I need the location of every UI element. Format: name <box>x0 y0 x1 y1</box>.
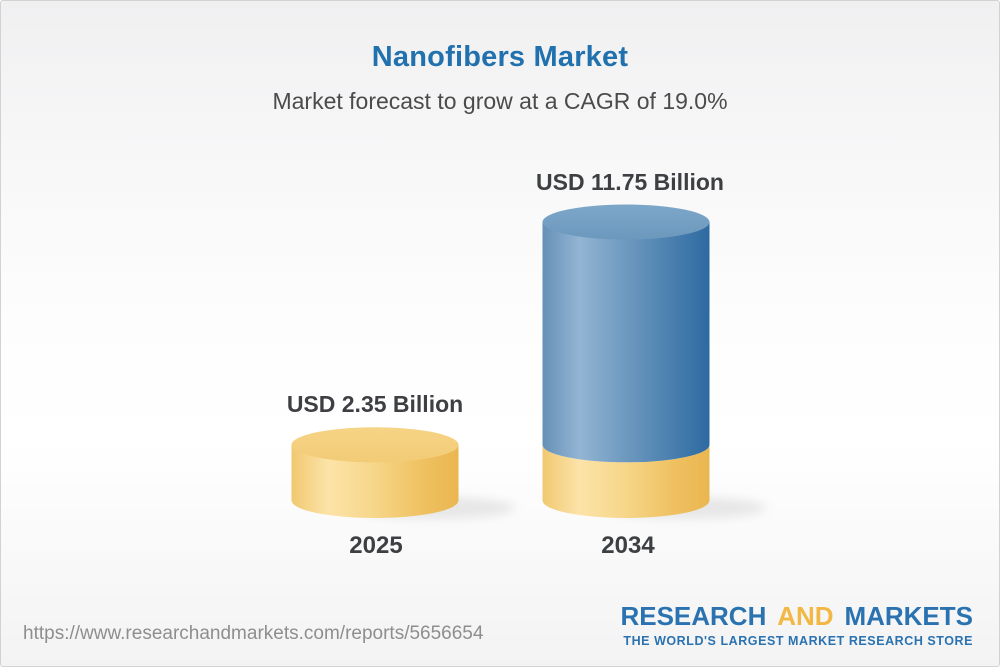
bar-2034-top-cap <box>542 204 710 240</box>
bar-2034-base-segment <box>542 444 710 518</box>
bar-2034-body <box>542 222 710 463</box>
category-label-2034: 2034 <box>601 532 655 559</box>
logo-wordmark: RESEARCH AND MARKETS <box>620 602 973 631</box>
page-title: Nanofibers Market <box>371 41 629 73</box>
company-logo: RESEARCH AND MARKETS THE WORLD'S LARGEST… <box>620 602 973 648</box>
bar-2025-body <box>291 444 459 518</box>
value-label-2025: USD 2.35 Billion <box>286 391 464 418</box>
logo-word-research: RESEARCH <box>620 601 767 631</box>
value-label-2034: USD 11.75 Billion <box>536 168 724 195</box>
category-label-2025: 2025 <box>349 532 403 559</box>
logo-word-and: AND <box>777 601 834 631</box>
report-url: https://www.researchandmarkets.com/repor… <box>23 623 484 644</box>
bar-2025-top-cap <box>291 427 459 463</box>
logo-word-markets: MARKETS <box>844 601 973 631</box>
logo-tagline: THE WORLD'S LARGEST MARKET RESEARCH STOR… <box>623 633 973 648</box>
page-subtitle: Market forecast to grow at a CAGR of 19.… <box>272 88 728 114</box>
